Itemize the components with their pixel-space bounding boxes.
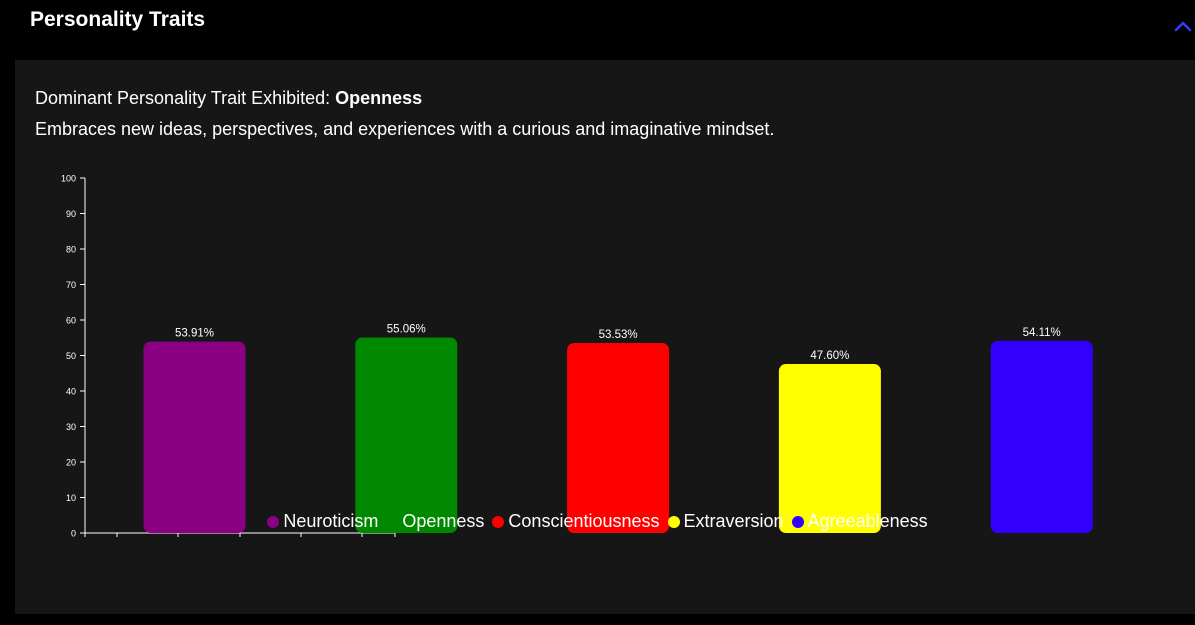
chart-legend: Neuroticism Openness Conscientiousness Extr… [0,511,1195,533]
legend-label: Conscientiousness [508,511,660,531]
legend-item-openness[interactable]: Openness [386,511,484,532]
y-tick-label: 40 [66,387,76,397]
chevron-up-icon[interactable] [1172,14,1194,36]
legend-swatch [791,515,804,528]
y-tick-label: 20 [66,458,76,468]
y-tick-label: 50 [66,351,76,361]
legend-label: Agreeableness [807,511,928,531]
legend-label: Neuroticism [283,511,379,531]
y-tick-label: 60 [66,316,76,326]
y-tick-label: 10 [66,493,76,503]
y-tick-label: 30 [66,422,76,432]
legend-swatch [667,515,680,528]
dominant-trait-value: Openness [335,88,423,108]
dominant-trait-line: Dominant Personality Trait Exhibited: Op… [35,88,422,109]
y-tick-label: 0 [71,529,76,539]
bar-data-label: 47.60% [810,350,849,362]
legend-swatch [492,515,505,528]
bar-data-label: 54.11% [1023,327,1061,339]
y-tick-label: 70 [66,280,76,290]
dominant-trait-label: Dominant Personality Trait Exhibited: [35,88,336,108]
bar-agreeableness [990,340,1093,533]
personality-bar-chart: 0 10 20 30 40 50 60 70 80 90 100 53.91% 55.06% 53.53%… [61,174,1093,539]
y-tick-label: 90 [66,209,76,219]
bar-conscientiousness [567,342,670,533]
bar-neuroticism [143,341,246,533]
bar-data-label: 53.53% [599,329,638,341]
bar-extraversion [778,364,881,533]
section-title: Personality Traits [30,8,206,31]
section-header: Personality Traits [0,0,1195,60]
dominant-trait-description: Embraces new ideas, perspectives, and ex… [35,119,775,139]
y-tick-label: 80 [66,245,76,255]
legend-swatch [267,515,280,528]
bar-openness [355,337,458,533]
legend-item-agreeableness[interactable]: Agreeableness [791,511,928,532]
bar-data-label: 55.06% [387,324,426,336]
legend-swatch [386,515,399,528]
legend-label: Openness [402,511,485,531]
legend-item-conscientiousness[interactable]: Conscientiousness [492,511,660,532]
legend-item-neuroticism[interactable]: Neuroticism [267,511,378,532]
y-tick-label: 100 [61,174,76,184]
bar-data-label: 53.91% [175,328,214,340]
legend-item-extraversion[interactable]: Extraversion [667,511,784,532]
legend-label: Extraversion [683,511,784,531]
